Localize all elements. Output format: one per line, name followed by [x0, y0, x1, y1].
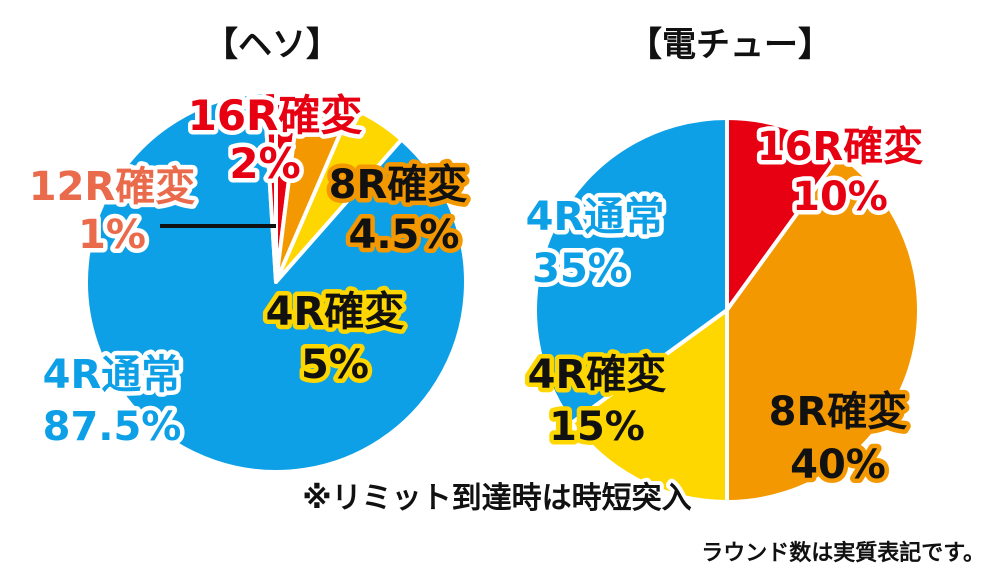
label-denchu-16r-name: 16R確変: [757, 124, 923, 170]
label-denchu-4r-kakuhen: 4R確変 15%: [523, 348, 671, 455]
pie-slice-denchu-1: [725, 152, 921, 504]
label-heso-12r-value: 1%: [78, 212, 146, 258]
label-heso-8r-value: 4.5%: [349, 212, 460, 258]
pie-denchu: [533, 116, 921, 504]
label-heso-8r-name: 8R確変: [329, 162, 468, 208]
label-denchu-4r-kakuhen-name: 4R確変: [528, 352, 667, 398]
label-denchu-4r-tsujo-value: 35%: [532, 246, 628, 292]
chart-title-denchu: 【電チュー】: [628, 25, 832, 65]
pie-slice-denchu-2: [569, 308, 729, 504]
pie-slice-denchu-3: [533, 116, 729, 425]
label-heso-12r: 12R確変 1%: [24, 160, 199, 263]
pie-slice-denchu-0: [725, 116, 842, 312]
pie-slice-heso-4: [262, 89, 278, 284]
chart-title-heso: 【ヘソ】: [204, 25, 340, 65]
note-rounds: ラウンド数は実質表記です。: [701, 540, 985, 566]
label-heso-12r-name: 12R確変: [29, 164, 195, 210]
label-heso-4r-tsujo: 4R通常 87.5%: [38, 348, 186, 455]
label-denchu-4r-kakuhen-value: 15%: [549, 404, 645, 450]
label-heso-4r-kakuhen-value: 5%: [301, 342, 369, 388]
label-heso-16r: 16R確変 2%: [183, 87, 367, 193]
label-heso-16r-name: 16R確変: [188, 91, 363, 140]
label-heso-4r-kakuhen: 4R確変 5%: [261, 285, 409, 393]
label-heso-4r-kakuhen-name: 4R確変: [266, 289, 405, 335]
label-heso-4r-tsujo-name: 4R通常: [43, 352, 182, 398]
label-denchu-8r: 8R確変 40%: [764, 385, 912, 493]
label-denchu-8r-name: 8R確変: [769, 389, 908, 435]
label-denchu-4r-tsujo-name: 4R通常: [526, 194, 665, 240]
label-denchu-16r: 16R確変 10%: [752, 120, 927, 225]
note-limit: ※リミット到達時は時短突入: [302, 481, 691, 516]
label-heso-4r-tsujo-value: 87.5%: [43, 404, 182, 450]
pie-heso: [83, 89, 468, 474]
label-heso-16r-value: 2%: [229, 139, 300, 188]
label-denchu-16r-value: 10%: [792, 174, 888, 220]
label-denchu-8r-value: 40%: [790, 442, 886, 488]
label-heso-8r: 8R確変 4.5%: [324, 158, 472, 263]
label-denchu-4r-tsujo: 4R通常 35%: [521, 190, 669, 297]
